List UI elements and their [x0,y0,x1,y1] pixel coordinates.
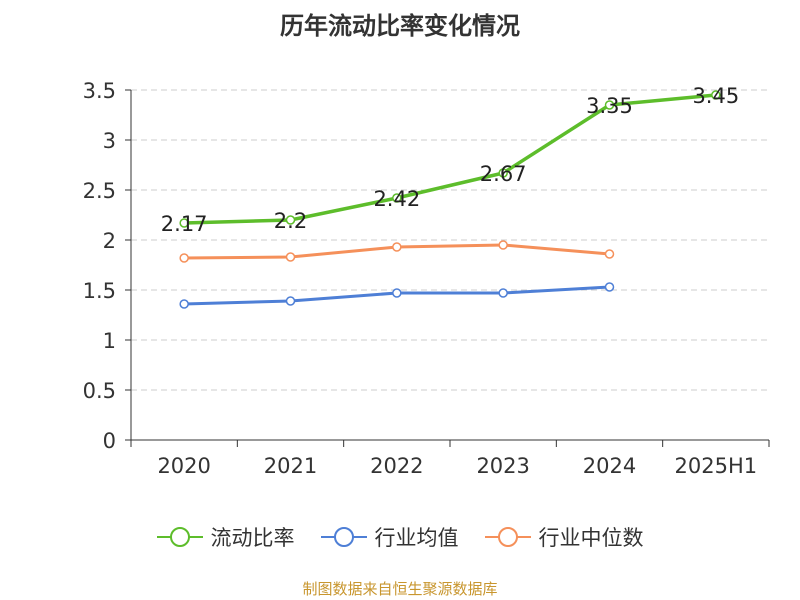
legend-item-industry-median[interactable]: 行业中位数 [484,522,644,552]
data-label: 2.67 [480,162,527,186]
data-point [179,253,189,263]
data-point [179,218,189,228]
data-point [285,215,296,225]
legend-item-industry-mean[interactable]: 行业均值 [320,522,459,552]
x-tick-label: 2021 [264,454,317,478]
x-tick-label: 2024 [583,454,636,478]
y-tick-label: 3 [103,129,116,153]
data-label: 2.2 [274,209,307,233]
data-label: 2.42 [373,187,420,211]
chart-title: 历年流动比率变化情况 [280,12,520,40]
data-point [604,249,615,259]
data-point [604,282,615,292]
data-point [392,242,402,252]
data-point [285,296,296,306]
data-label: 3.35 [586,94,633,118]
y-tick-label: 0.5 [83,379,116,403]
data-point [392,288,402,298]
legend-marker-current-ratio [156,527,203,547]
data-point [285,252,296,262]
y-tick-label: 3.5 [83,79,116,103]
y-tick-label: 1 [103,329,116,353]
legend-marker-industry-mean [320,527,367,547]
x-tick-label: 2025H1 [675,454,758,478]
data-point [179,299,189,309]
y-tick-label: 2.5 [83,179,116,203]
y-tick-label: 2 [103,229,116,253]
legend-label-industry-median: 行业中位数 [538,526,644,550]
legend-marker-industry-median [484,527,531,547]
series-line [184,93,716,225]
x-tick-label: 2023 [476,454,529,478]
data-point [711,90,721,100]
data-point [498,288,508,298]
data-point [498,168,508,178]
data-point [604,100,615,110]
data-point [498,240,508,250]
y-tick-label: 0 [103,429,116,453]
legend-label-industry-mean: 行业均值 [374,526,459,550]
data-label: 2.17 [161,212,208,236]
legend-item-current-ratio[interactable]: 流动比率 [156,522,295,552]
legend-label-current-ratio: 流动比率 [210,526,295,550]
x-tick-label: 2022 [370,454,423,478]
data-label: 3.45 [692,84,739,108]
y-tick-label: 1.5 [83,279,116,303]
legend: 流动比率 行业均值 行业中位数 [0,522,800,552]
data-source-note: 制图数据来自恒生聚源数据库 [302,580,498,598]
data-point [392,193,402,203]
x-tick-label: 2020 [157,454,210,478]
